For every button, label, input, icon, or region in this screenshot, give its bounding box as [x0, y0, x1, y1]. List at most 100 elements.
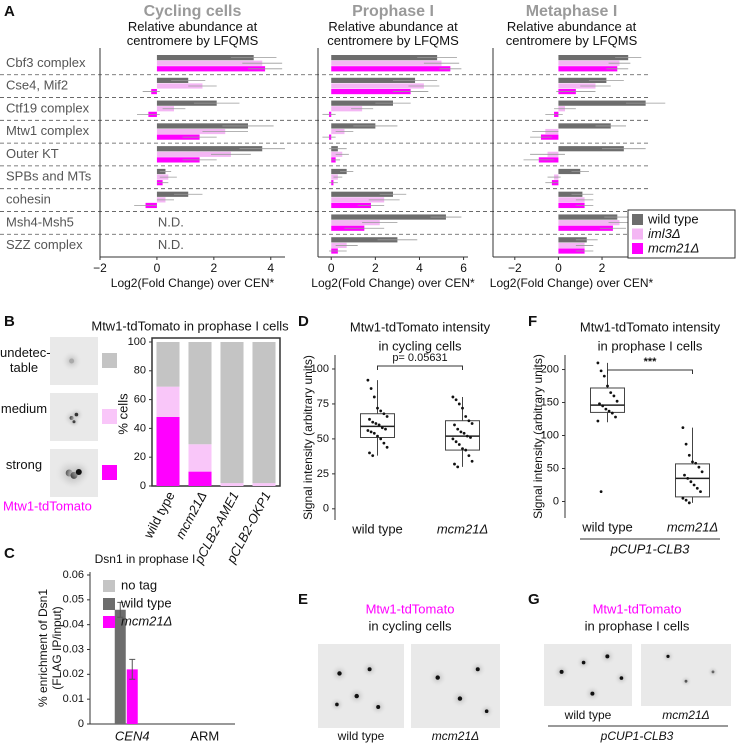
point — [372, 395, 376, 399]
micrograph-spot — [72, 420, 76, 424]
bar — [156, 191, 189, 197]
category-label: SZZ complex — [6, 237, 83, 252]
point — [453, 423, 456, 427]
point — [470, 422, 474, 425]
y-tick-label: 0.04 — [63, 619, 84, 631]
bar — [558, 237, 587, 243]
x-tick-label: 2 — [599, 261, 606, 275]
bar-segment — [220, 342, 244, 484]
point — [456, 427, 460, 431]
y-tick-label: 50 — [317, 433, 329, 445]
micrograph-spot — [367, 667, 372, 672]
panel-label: C — [4, 545, 15, 562]
point — [372, 431, 376, 435]
point — [380, 426, 384, 430]
point — [596, 361, 600, 365]
annotation: *** — [644, 356, 658, 368]
legend-label: wild type — [647, 211, 699, 226]
micrograph-spot — [559, 669, 564, 674]
bar-segment — [156, 416, 180, 486]
point — [609, 391, 613, 395]
chart-title: Dsn1 in prophase I — [95, 552, 196, 566]
micrograph-label: mcm21Δ — [662, 708, 709, 722]
micrograph-subtitle: in prophase I cells — [585, 618, 690, 633]
micrograph-spot — [354, 693, 359, 699]
micrograph-spot — [684, 679, 688, 683]
x-axis-label: Log2(Fold Change) over CEN* — [490, 276, 654, 290]
bar — [156, 123, 248, 129]
point — [689, 480, 693, 484]
bar — [114, 609, 126, 724]
bar — [156, 83, 203, 89]
point — [384, 427, 387, 431]
y-axis-label: % cells — [115, 393, 130, 435]
bar — [558, 83, 596, 89]
x-tick-label: 4 — [416, 261, 423, 275]
y-tick-label: 0.06 — [63, 569, 84, 581]
chart-subtitle: in prophase I cells — [598, 338, 703, 353]
micrograph-title: Mtw1-tdTomato — [593, 601, 682, 616]
x-tick-label: ARM — [190, 728, 219, 743]
point — [385, 415, 389, 418]
legend-swatch — [103, 598, 115, 610]
bar — [558, 100, 646, 106]
point — [451, 437, 455, 441]
x-tick-label: 0 — [328, 261, 335, 275]
point — [684, 442, 688, 446]
y-tick-label: 60 — [134, 394, 146, 406]
y-tick-label: 40 — [134, 422, 146, 434]
bar — [331, 191, 393, 197]
point — [691, 460, 694, 464]
bar — [558, 146, 624, 152]
point — [599, 369, 603, 373]
point — [376, 406, 379, 410]
legend-label: wild type — [120, 595, 172, 610]
panel-label: A — [4, 3, 15, 20]
y-tick-label: 0.05 — [63, 594, 84, 606]
micrograph-spot — [75, 469, 82, 476]
legend-label: undetec-table — [0, 345, 51, 375]
bar — [331, 106, 363, 112]
point — [366, 378, 370, 382]
point — [385, 445, 389, 449]
point — [683, 473, 686, 477]
chart-subtitle: Relative abundance at centromere by LFQM… — [505, 19, 638, 48]
micrograph-spot — [590, 691, 595, 696]
chart-subtitle: in cycling cells — [378, 338, 462, 353]
bar — [558, 60, 620, 66]
na-label: N.D. — [158, 237, 184, 252]
micrograph-label: mcm21Δ — [432, 729, 479, 743]
micrograph-spot — [711, 670, 715, 674]
point — [687, 501, 691, 505]
point — [695, 486, 699, 490]
chart-subtitle: Relative abundance at centromere by LFQM… — [126, 19, 259, 48]
point — [382, 412, 386, 416]
bar — [558, 225, 613, 231]
category-label: Outer KT — [6, 146, 59, 161]
point — [454, 440, 458, 444]
group-label: pCUP1-CLB3 — [610, 541, 691, 556]
bar — [558, 248, 585, 254]
x-tick-label: mcm21Δ — [437, 521, 488, 536]
point — [467, 419, 471, 423]
bar — [331, 77, 416, 83]
point — [681, 426, 685, 429]
point — [371, 420, 375, 424]
point — [697, 465, 701, 469]
y-tick-label: 75 — [317, 398, 329, 410]
y-tick-label: 200 — [541, 363, 559, 375]
point — [700, 470, 704, 474]
point — [607, 409, 611, 413]
point — [456, 465, 460, 469]
y-tick-label: 0.03 — [63, 643, 84, 655]
chart-title: Mtw1-tdTomato intensity — [350, 319, 491, 334]
x-tick-label: 0 — [154, 261, 161, 275]
x-tick-label: 0 — [555, 261, 562, 275]
bar — [331, 214, 446, 220]
bar — [156, 100, 217, 106]
point — [379, 409, 383, 413]
chart-title: Mtw1-tdTomato in prophase I cells — [91, 318, 289, 333]
y-tick-label: 100 — [128, 336, 146, 348]
legend-box — [627, 209, 736, 259]
point — [379, 437, 383, 441]
